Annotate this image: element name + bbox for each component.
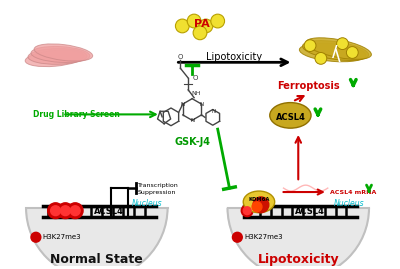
Text: Lipotoxicity: Lipotoxicity <box>258 253 339 266</box>
Circle shape <box>252 202 262 212</box>
Text: Suppression: Suppression <box>138 190 176 194</box>
Ellipse shape <box>28 48 87 64</box>
Circle shape <box>241 205 253 217</box>
Text: GSK-J4: GSK-J4 <box>174 137 210 147</box>
Text: H3K27me3: H3K27me3 <box>244 234 283 240</box>
Circle shape <box>60 206 70 216</box>
Text: ACSL4: ACSL4 <box>94 207 124 216</box>
Text: /: / <box>332 45 338 60</box>
Circle shape <box>211 14 224 28</box>
Text: NH: NH <box>191 91 201 96</box>
Circle shape <box>58 203 73 218</box>
Text: \: \ <box>335 49 340 64</box>
Text: PA: PA <box>194 19 210 29</box>
Circle shape <box>199 19 213 33</box>
Text: Transcription: Transcription <box>138 183 179 188</box>
Circle shape <box>187 14 201 28</box>
Circle shape <box>31 232 41 242</box>
Ellipse shape <box>34 44 93 61</box>
Ellipse shape <box>243 191 275 213</box>
Text: Ferroptosis: Ferroptosis <box>277 81 340 91</box>
Circle shape <box>232 232 242 242</box>
Circle shape <box>304 40 316 51</box>
Text: O: O <box>193 75 198 81</box>
Ellipse shape <box>25 50 84 67</box>
Circle shape <box>253 197 269 213</box>
Circle shape <box>48 203 64 218</box>
Text: N: N <box>190 118 194 123</box>
Wedge shape <box>26 208 168 269</box>
Text: Drug Library Screen: Drug Library Screen <box>33 110 120 119</box>
Ellipse shape <box>302 41 369 61</box>
Text: ACSL4: ACSL4 <box>276 113 305 122</box>
Text: ACSL4: ACSL4 <box>295 207 325 216</box>
Circle shape <box>176 19 189 33</box>
Circle shape <box>67 203 83 218</box>
Wedge shape <box>228 208 369 269</box>
Text: ACSL4 mRNA: ACSL4 mRNA <box>330 190 376 194</box>
Circle shape <box>315 52 327 64</box>
Text: Nucleus: Nucleus <box>132 199 163 208</box>
Circle shape <box>243 207 251 215</box>
Text: Nucleus: Nucleus <box>334 199 364 208</box>
Ellipse shape <box>299 43 366 62</box>
Text: Lipotoxicity: Lipotoxicity <box>206 52 262 62</box>
Text: O: O <box>178 54 183 60</box>
Circle shape <box>346 47 358 58</box>
Text: H3K27me3: H3K27me3 <box>43 234 81 240</box>
Circle shape <box>336 38 348 49</box>
Text: N: N <box>181 102 185 107</box>
Circle shape <box>193 26 207 40</box>
Circle shape <box>70 206 80 216</box>
Ellipse shape <box>270 102 311 128</box>
Ellipse shape <box>31 47 90 62</box>
Ellipse shape <box>306 38 371 59</box>
Text: N: N <box>200 102 204 107</box>
Text: Normal State: Normal State <box>50 253 143 266</box>
Text: N: N <box>212 108 216 114</box>
Text: KDM6A: KDM6A <box>248 197 270 202</box>
Circle shape <box>51 206 60 216</box>
